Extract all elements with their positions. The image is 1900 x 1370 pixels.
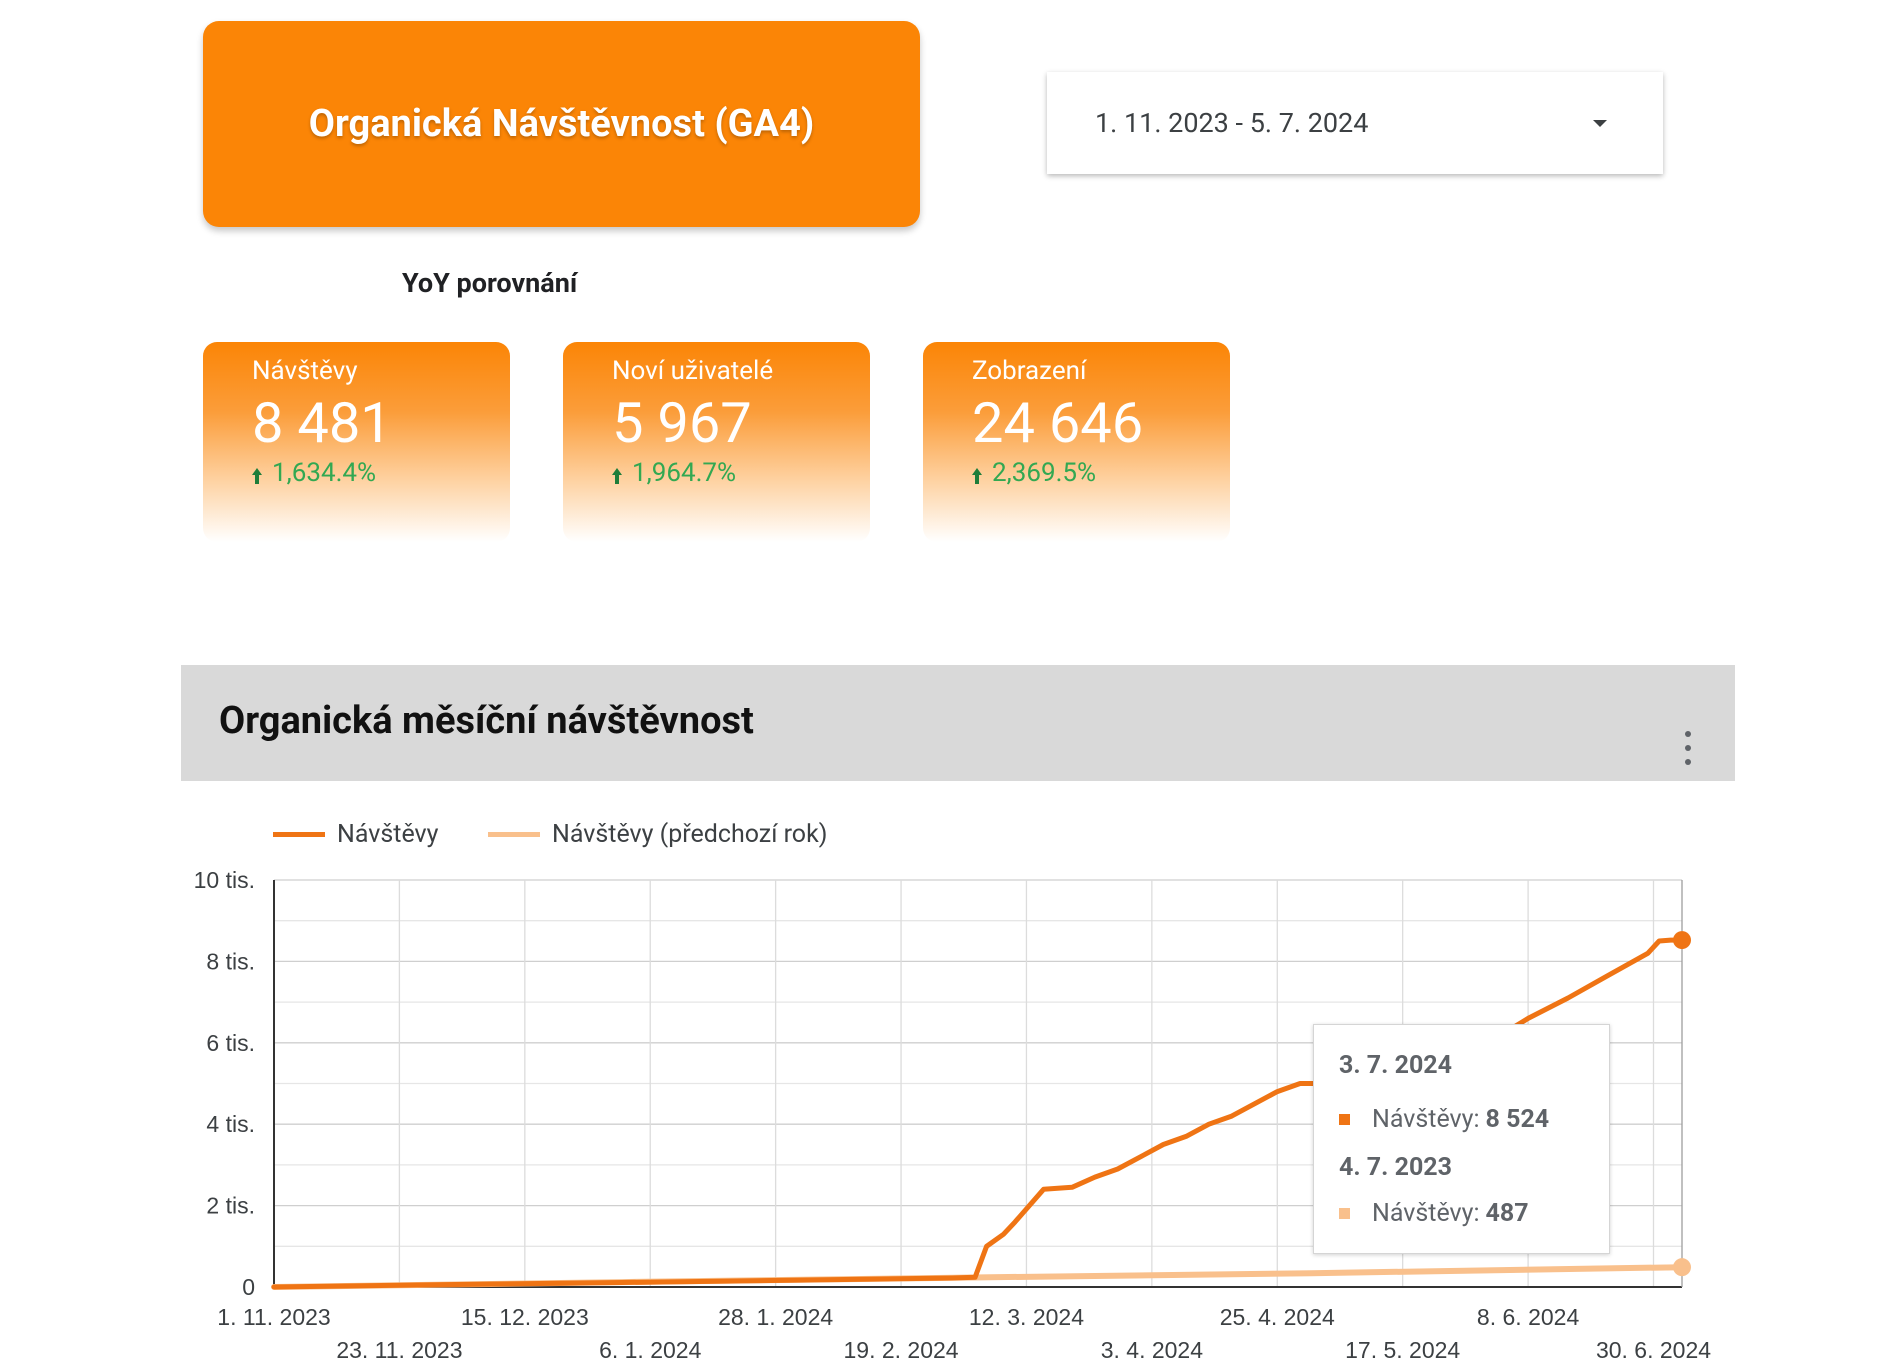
kpi-card-visits: Návštěvy 8 481 1,634.4% — [203, 342, 510, 542]
chart-header: Organická měsíční návštěvnost — [181, 665, 1735, 781]
legend-item-current[interactable]: Návštěvy — [273, 820, 438, 849]
x-tick-label: 8. 6. 2024 — [1477, 1304, 1580, 1330]
x-tick-label: 1. 11. 2023 — [217, 1304, 330, 1330]
legend-swatch — [488, 832, 540, 837]
kpi-change-value: 1,964.7% — [632, 458, 737, 488]
tooltip-value: 487 — [1485, 1199, 1529, 1228]
kpi-value: 5 967 — [612, 390, 752, 456]
tooltip-swatch — [1339, 1114, 1350, 1125]
x-tick-label: 23. 11. 2023 — [336, 1337, 462, 1363]
chart-tooltip: 3. 7. 2024 Návštěvy: 8 524 4. 7. 2023 Ná… — [1313, 1024, 1610, 1254]
x-tick-label: 28. 1. 2024 — [718, 1304, 833, 1330]
tooltip-date-current: 3. 7. 2024 — [1339, 1051, 1452, 1080]
kpi-label: Noví uživatelé — [612, 356, 774, 386]
chart-title: Organická měsíční návštěvnost — [219, 699, 754, 743]
arrow-up-icon — [972, 468, 982, 484]
kpi-change: 2,369.5% — [972, 458, 1230, 488]
x-tick-label: 17. 5. 2024 — [1345, 1337, 1460, 1363]
legend-label: Návštěvy (předchozí rok) — [552, 820, 828, 849]
tooltip-value: 8 524 — [1485, 1105, 1550, 1134]
legend-swatch — [273, 832, 325, 837]
kpi-change-value: 2,369.5% — [992, 458, 1097, 488]
arrow-up-icon — [612, 468, 622, 484]
series-point-current — [1673, 931, 1691, 950]
report-title-box: Organická Návštěvnost (GA4) — [203, 21, 920, 227]
y-tick-label: 0 — [242, 1274, 255, 1300]
kpi-card-pageviews: Zobrazení 24 646 2,369.5% — [923, 342, 1230, 542]
tooltip-row-previous: Návštěvy: 487 — [1339, 1199, 1529, 1228]
arrow-up-icon — [252, 468, 262, 484]
kpi-card-new-users: Noví uživatelé 5 967 1,964.7% — [563, 342, 870, 542]
tooltip-swatch — [1339, 1208, 1350, 1219]
legend-item-previous[interactable]: Návštěvy (předchozí rok) — [488, 820, 827, 849]
kpi-change: 1,964.7% — [612, 458, 870, 488]
kpi-label: Návštěvy — [252, 356, 358, 386]
x-tick-label: 19. 2. 2024 — [843, 1337, 958, 1363]
x-tick-label: 30. 6. 2024 — [1596, 1337, 1711, 1363]
kpi-change: 1,634.4% — [252, 458, 510, 488]
y-tick-label: 10 tis. — [194, 867, 255, 893]
legend-label: Návštěvy — [337, 820, 439, 849]
tooltip-date-previous: 4. 7. 2023 — [1339, 1153, 1452, 1182]
y-tick-label: 2 tis. — [206, 1193, 255, 1219]
yoy-comparison-label: YoY porovnání — [402, 267, 578, 299]
kpi-value: 8 481 — [252, 390, 392, 456]
y-tick-label: 4 tis. — [206, 1111, 255, 1137]
x-tick-label: 3. 4. 2024 — [1101, 1337, 1204, 1363]
tooltip-label: Návštěvy: — [1372, 1199, 1480, 1228]
caret-down-icon — [1593, 119, 1607, 127]
series-line-current — [271, 937, 1685, 1290]
kpi-change-value: 1,634.4% — [272, 458, 377, 488]
x-tick-label: 25. 4. 2024 — [1220, 1304, 1335, 1330]
date-range-value: 1. 11. 2023 - 5. 7. 2024 — [1095, 107, 1369, 139]
tooltip-row-current: Návštěvy: 8 524 — [1339, 1105, 1549, 1134]
x-tick-label: 6. 1. 2024 — [599, 1337, 702, 1363]
x-tick-label: 15. 12. 2023 — [461, 1304, 589, 1330]
series-point-previous — [1673, 1258, 1691, 1277]
kpi-value: 24 646 — [972, 390, 1144, 456]
y-tick-label: 6 tis. — [206, 1030, 255, 1056]
tooltip-label: Návštěvy: — [1372, 1105, 1480, 1134]
report-title: Organická Návštěvnost (GA4) — [308, 102, 815, 146]
kpi-label: Zobrazení — [972, 356, 1087, 386]
y-tick-label: 8 tis. — [206, 948, 255, 974]
more-vert-icon[interactable] — [1681, 731, 1695, 765]
date-range-picker[interactable]: 1. 11. 2023 - 5. 7. 2024 — [1047, 72, 1663, 174]
x-tick-label: 12. 3. 2024 — [969, 1304, 1084, 1330]
